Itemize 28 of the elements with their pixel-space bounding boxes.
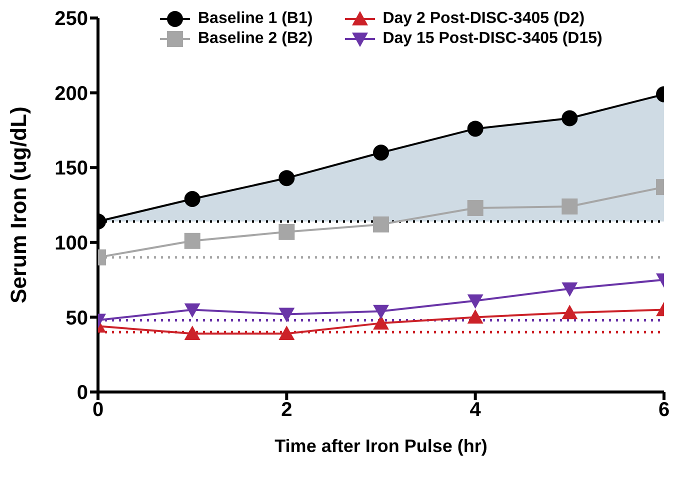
legend-label: Baseline 2 (B2) xyxy=(198,30,313,48)
y-tick-label: 250 xyxy=(54,8,88,30)
x-axis-title: Time after Iron Pulse (hr) xyxy=(274,436,488,456)
point xyxy=(373,315,389,330)
legend-label: Baseline 1 (B1) xyxy=(198,10,313,28)
point xyxy=(278,224,295,240)
point xyxy=(278,170,295,186)
y-axis-title: Serum Iron (ug/dL) xyxy=(6,106,31,304)
y-tick-label: 200 xyxy=(54,82,88,105)
x-tick-label: 2 xyxy=(281,399,292,422)
point xyxy=(278,308,295,322)
legend-label: Day 2 Post-DISC-3405 (D2) xyxy=(382,10,585,28)
point xyxy=(467,120,484,137)
point xyxy=(467,200,484,216)
y-tick-label: 100 xyxy=(54,232,88,254)
x-tick-label: 4 xyxy=(470,399,482,422)
legend-label: Day 15 Post-DISC-3405 (D15) xyxy=(382,30,602,48)
point xyxy=(467,294,484,309)
x-tick-label: 0 xyxy=(92,399,104,422)
point xyxy=(373,144,389,161)
point xyxy=(373,216,389,232)
point xyxy=(278,326,295,340)
y-tick-label: 0 xyxy=(76,382,88,404)
point xyxy=(373,304,389,320)
point xyxy=(467,309,484,324)
x-tick-label: 6 xyxy=(658,399,670,422)
y-tick-label: 150 xyxy=(54,158,88,180)
y-tick-label: 50 xyxy=(66,307,88,330)
